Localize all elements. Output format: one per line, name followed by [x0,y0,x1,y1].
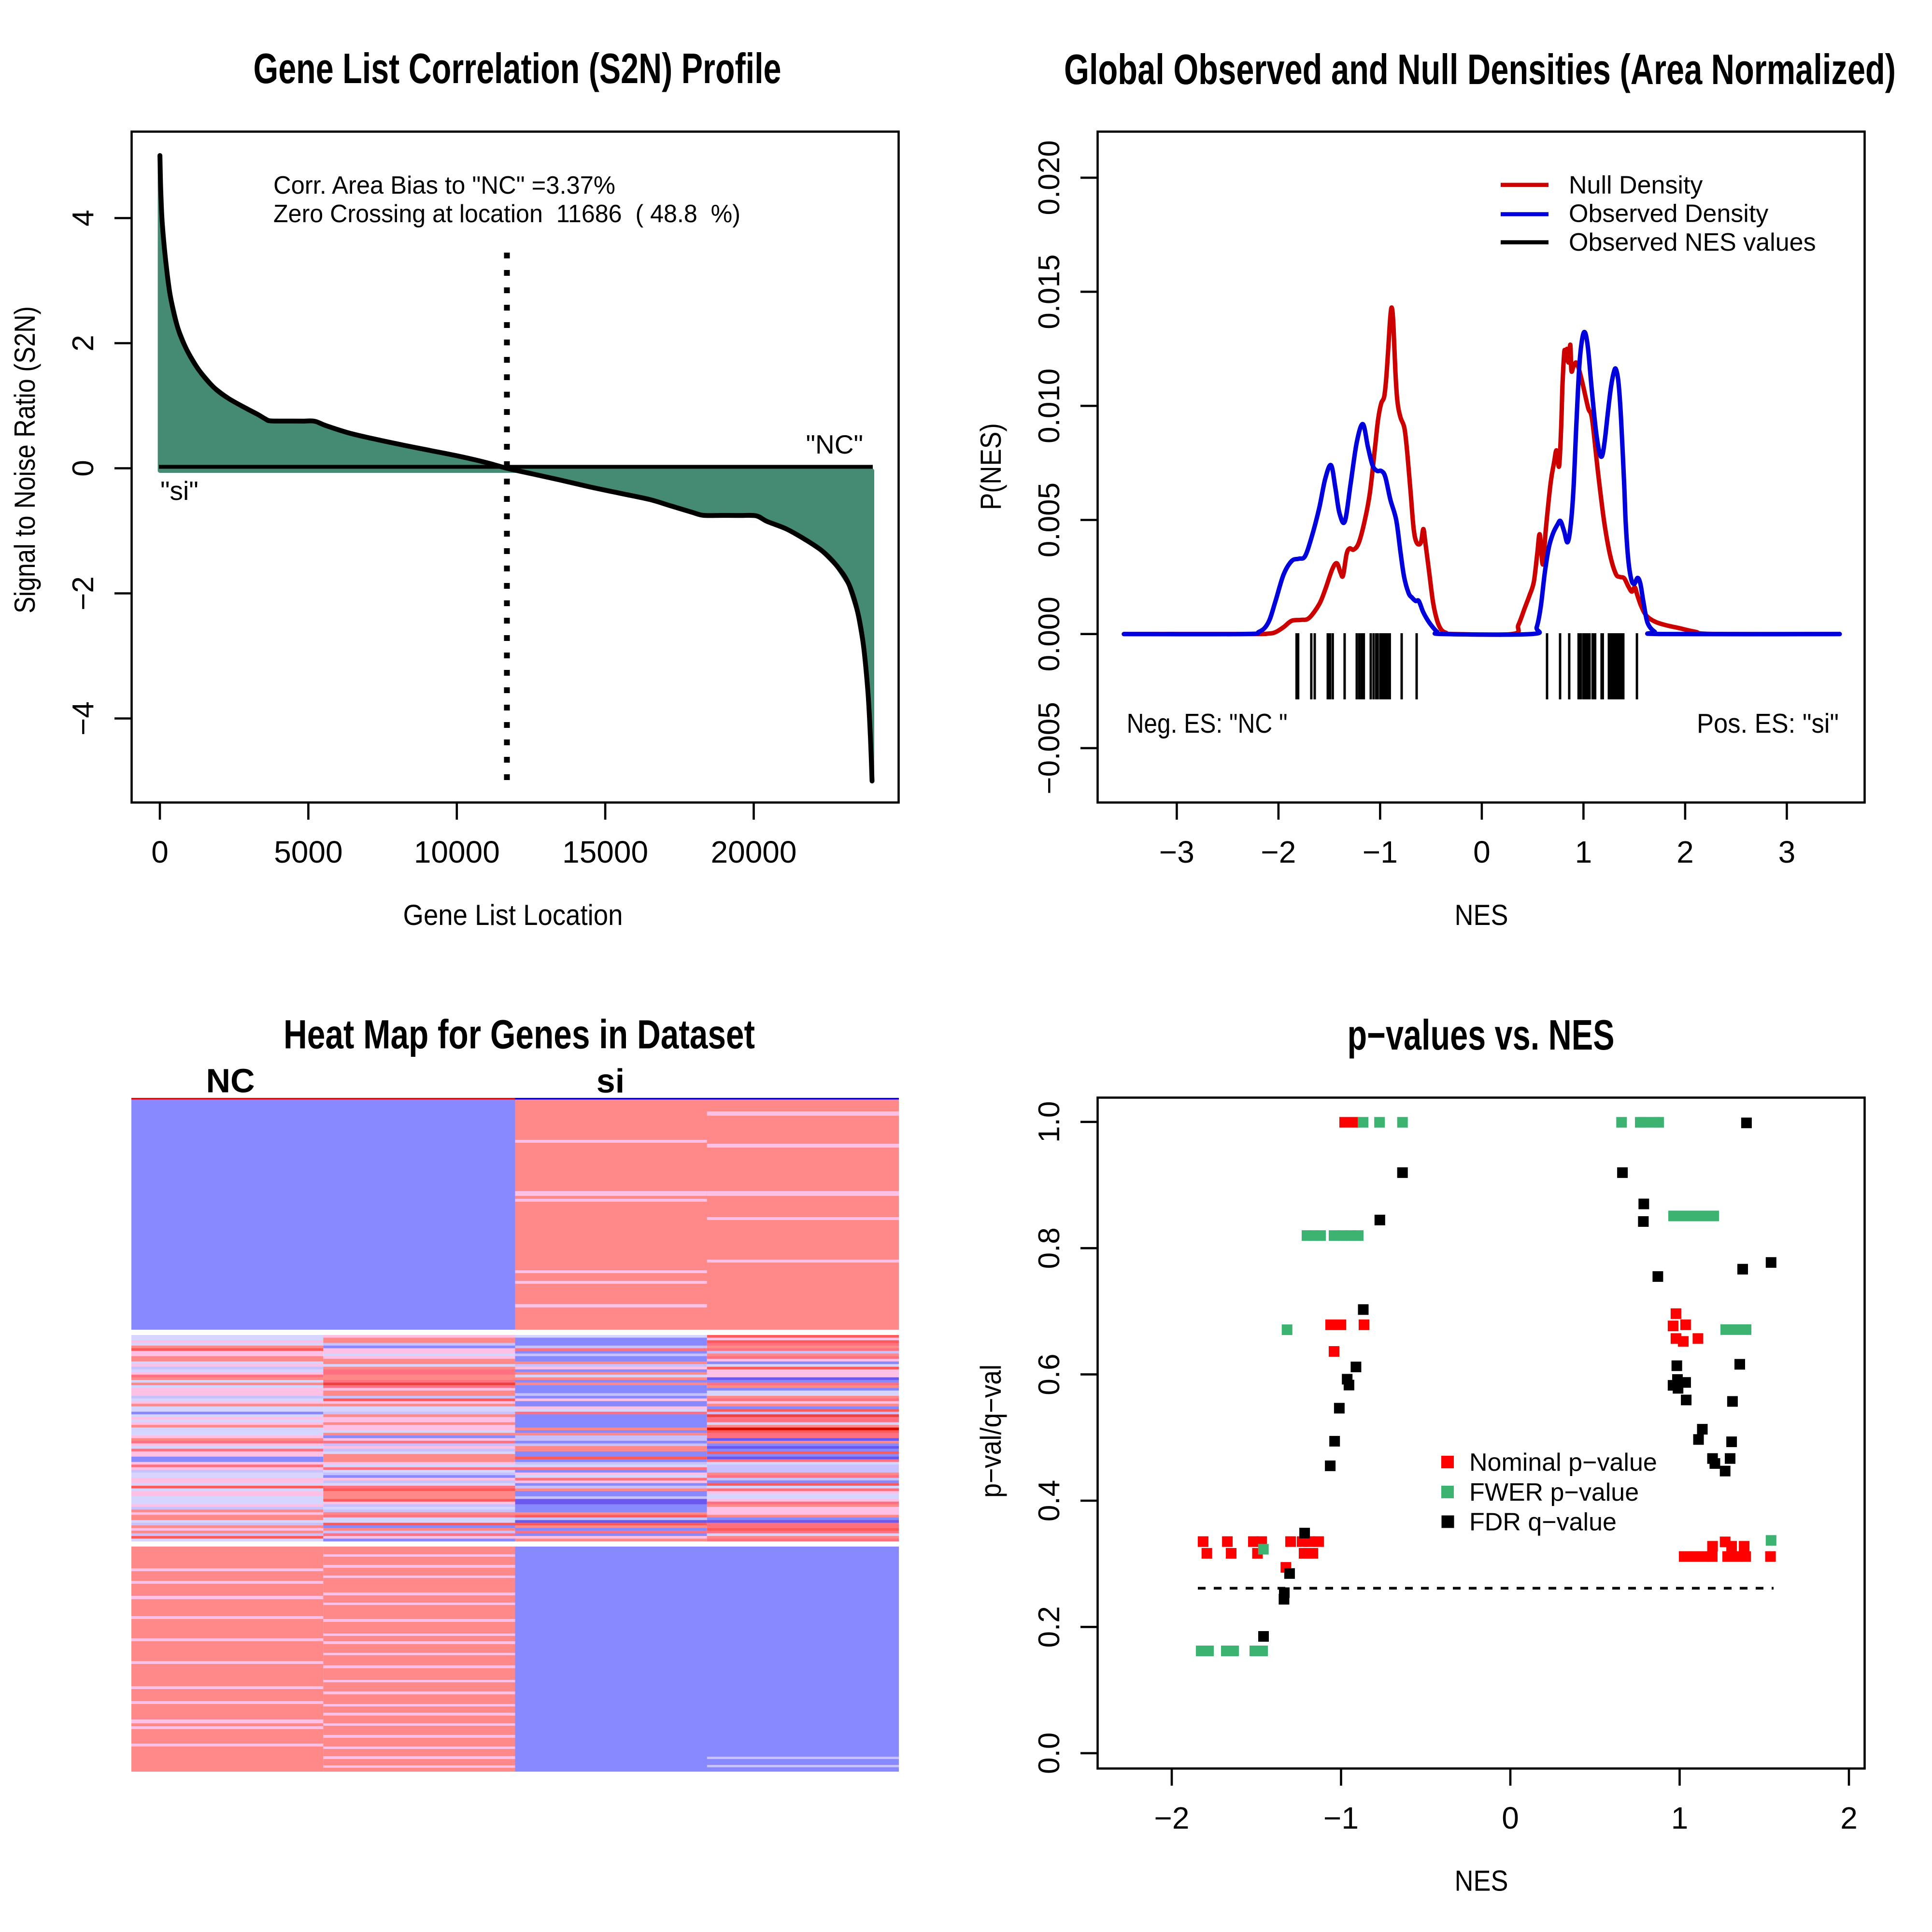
svg-text:NES: NES [1455,1865,1508,1897]
svg-text:0.2: 0.2 [1033,1606,1066,1648]
svg-text:Nominal p−value: Nominal p−value [1469,1449,1657,1477]
svg-text:Gene List Correlation (S2N) Pr: Gene List Correlation (S2N) Profile [254,44,781,92]
svg-text:2: 2 [67,335,100,351]
svg-text:−1: −1 [1323,1801,1359,1835]
svg-text:1.0: 1.0 [1033,1101,1066,1143]
svg-text:20000: 20000 [711,835,797,869]
svg-text:0.020: 0.020 [1033,140,1066,215]
svg-text:Pos. ES: "si": Pos. ES: "si" [1697,708,1839,739]
svg-text:−2: −2 [1261,835,1296,869]
svg-text:Gene List Location: Gene List Location [403,899,623,931]
svg-text:0: 0 [1502,1801,1519,1835]
svg-text:4: 4 [67,210,100,226]
svg-text:0.000: 0.000 [1033,597,1066,671]
svg-text:0.8: 0.8 [1033,1227,1066,1269]
svg-text:P(NES): P(NES) [975,423,1007,510]
svg-text:−0.005: −0.005 [1033,702,1066,794]
svg-text:Global Observed and Null Densi: Global Observed and Null Densities (Area… [1064,45,1896,93]
svg-text:15000: 15000 [562,835,648,869]
svg-text:Observed NES values: Observed NES values [1569,228,1816,256]
svg-text:3: 3 [1778,835,1796,869]
svg-text:Observed Density: Observed Density [1569,200,1768,228]
svg-text:0: 0 [67,460,100,476]
svg-text:Neg. ES: "NC ": Neg. ES: "NC " [1127,708,1288,739]
svg-text:FDR q−value: FDR q−value [1469,1508,1617,1536]
svg-text:−2: −2 [67,576,100,611]
svg-text:10000: 10000 [414,835,500,869]
svg-text:0.4: 0.4 [1033,1480,1066,1521]
svg-text:2: 2 [1676,835,1694,869]
svg-text:−1: −1 [1363,835,1398,869]
svg-text:−3: −3 [1159,835,1194,869]
svg-text:0.005: 0.005 [1033,483,1066,557]
svg-text:1: 1 [1671,1801,1689,1835]
svg-text:0.015: 0.015 [1033,255,1066,329]
svg-text:Signal to Noise Ratio (S2N): Signal to Noise Ratio (S2N) [9,306,41,613]
svg-text:Null Density: Null Density [1569,171,1703,199]
svg-text:"si": "si" [160,476,199,506]
svg-text:Corr. Area Bias to "NC" =3.37%: Corr. Area Bias to "NC" =3.37% [273,171,615,199]
svg-text:−4: −4 [67,701,100,736]
svg-text:"NC": "NC" [806,429,864,459]
svg-text:2: 2 [1840,1801,1858,1835]
svg-text:p−val/q−val: p−val/q−val [975,1364,1007,1498]
svg-text:0.0: 0.0 [1033,1733,1066,1774]
svg-text:−2: −2 [1154,1801,1190,1835]
svg-text:NES: NES [1455,899,1508,931]
svg-text:0: 0 [1473,835,1491,869]
svg-text:p−values vs. NES: p−values vs. NES [1348,1011,1615,1059]
svg-text:NC: NC [206,1062,255,1100]
svg-text:FWER p−value: FWER p−value [1469,1478,1639,1506]
svg-text:5000: 5000 [274,835,342,869]
svg-text:0.6: 0.6 [1033,1353,1066,1395]
svg-text:si: si [597,1062,625,1100]
svg-text:Heat Map for Genes in Dataset: Heat Map for Genes in Dataset [284,1012,755,1057]
svg-text:1: 1 [1575,835,1592,869]
svg-text:0: 0 [151,835,169,869]
svg-text:Zero Crossing at location 116: Zero Crossing at location 11686 ( 48.8 %… [273,200,740,228]
svg-text:0.010: 0.010 [1033,369,1066,443]
